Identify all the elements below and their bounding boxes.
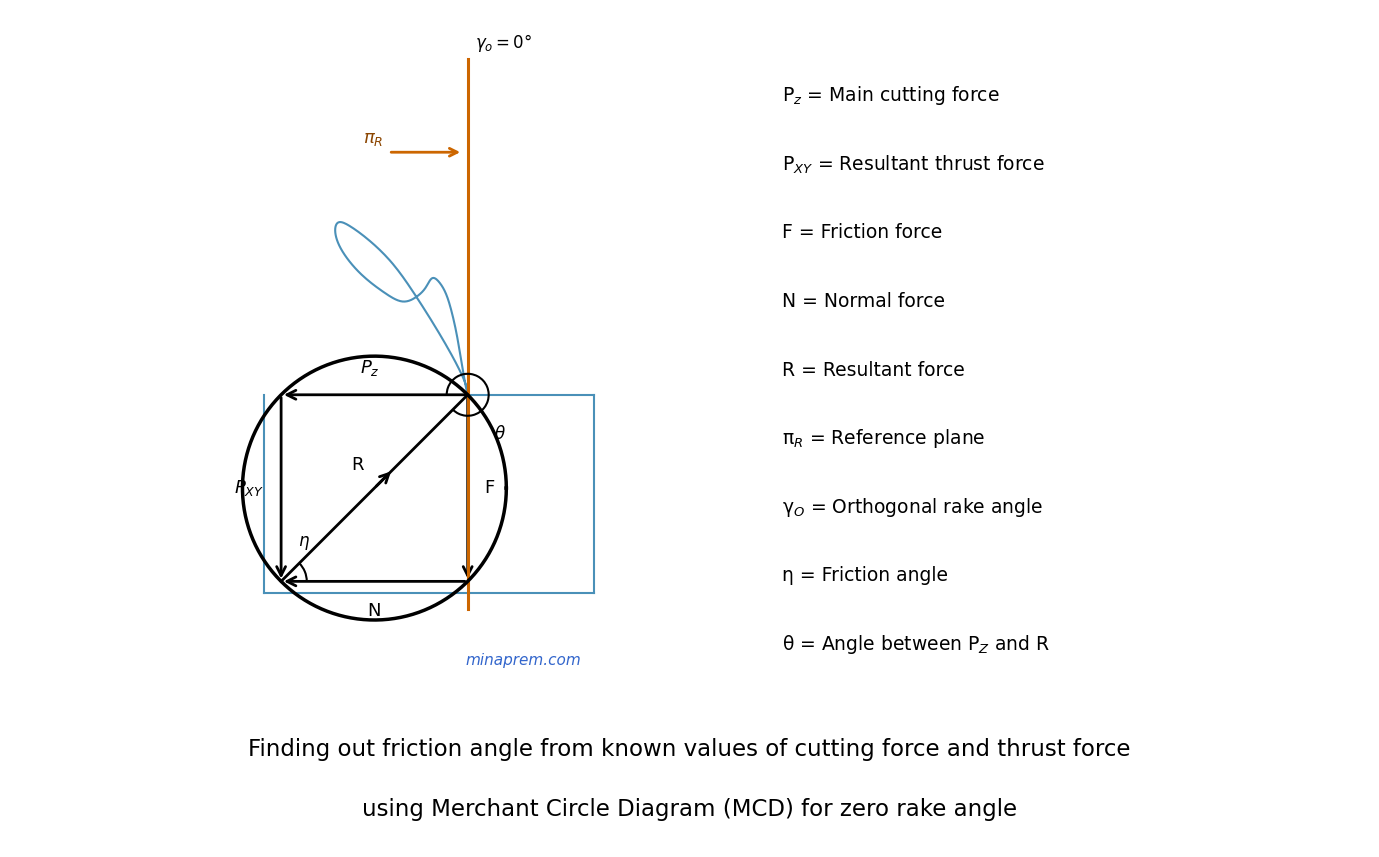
Text: P$_z$ = Main cutting force: P$_z$ = Main cutting force xyxy=(782,84,1000,107)
Text: P$_{XY}$ = Resultant thrust force: P$_{XY}$ = Resultant thrust force xyxy=(782,153,1044,176)
Text: R = Resultant force: R = Resultant force xyxy=(782,361,964,380)
Text: $\gamma_o = 0°$: $\gamma_o = 0°$ xyxy=(476,33,532,54)
Text: $\pi_R$: $\pi_R$ xyxy=(363,129,383,147)
Text: Finding out friction angle from known values of cutting force and thrust force: Finding out friction angle from known va… xyxy=(248,738,1131,761)
Text: θ = Angle between P$_Z$ and R: θ = Angle between P$_Z$ and R xyxy=(782,632,1049,656)
Text: $\eta$: $\eta$ xyxy=(298,534,310,552)
Text: $P_z$: $P_z$ xyxy=(360,358,379,378)
Text: N: N xyxy=(368,602,381,620)
Text: R: R xyxy=(352,456,364,474)
Text: $\theta$: $\theta$ xyxy=(494,424,506,442)
Text: F: F xyxy=(484,479,495,497)
Text: η = Friction angle: η = Friction angle xyxy=(782,566,947,585)
Text: N = Normal force: N = Normal force xyxy=(782,292,945,311)
Text: π$_R$ = Reference plane: π$_R$ = Reference plane xyxy=(782,427,985,450)
Text: γ$_O$ = Orthogonal rake angle: γ$_O$ = Orthogonal rake angle xyxy=(782,495,1043,518)
Text: minaprem.com: minaprem.com xyxy=(466,653,582,668)
Text: $P_{XY}$: $P_{XY}$ xyxy=(234,478,265,498)
Text: F = Friction force: F = Friction force xyxy=(782,224,942,243)
Text: using Merchant Circle Diagram (MCD) for zero rake angle: using Merchant Circle Diagram (MCD) for … xyxy=(361,798,1018,821)
